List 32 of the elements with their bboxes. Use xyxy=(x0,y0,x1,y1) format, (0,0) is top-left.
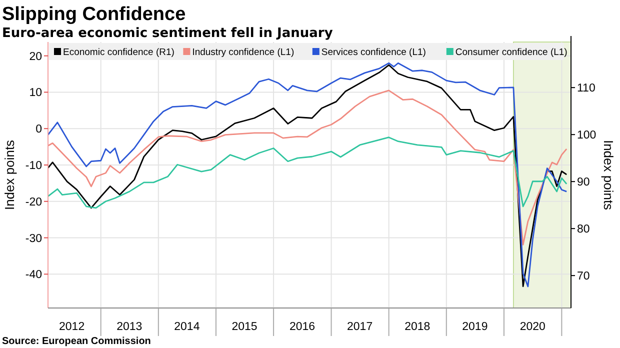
legend-label: Services confidence (L1) xyxy=(321,47,426,58)
y-tick-label: -10 xyxy=(25,160,42,172)
x-tick-label: 2020 xyxy=(520,321,546,333)
legend-label: Consumer confidence (L1) xyxy=(455,47,568,58)
chart-subtitle: Euro-area economic sentiment fell in January xyxy=(2,26,334,41)
y-tick-label: -40 xyxy=(25,269,42,282)
x-tick-label: 2014 xyxy=(174,321,200,333)
source-note: Source: European Commission xyxy=(2,336,151,347)
y2-tick-label: 110 xyxy=(577,82,596,95)
line-series xyxy=(47,90,568,246)
x-tick-label: 2016 xyxy=(289,321,316,333)
y2-tick-label: 100 xyxy=(577,130,596,142)
y-tick-label: -30 xyxy=(25,232,42,245)
x-tick-label: 2012 xyxy=(59,321,85,333)
y-tick-label: 20 xyxy=(29,50,42,63)
x-tick-label: 2018 xyxy=(404,321,430,333)
y2-tick-label: 80 xyxy=(577,224,590,236)
legend-label: Industry confidence (L1) xyxy=(192,47,294,58)
y-tick-label: 10 xyxy=(29,87,42,100)
y2-tick-label: 90 xyxy=(577,176,590,189)
chart-title: Slipping Confidence xyxy=(2,4,186,25)
legend-label: Economic confidence (R1) xyxy=(63,47,174,58)
y-tick-label: -20 xyxy=(25,196,42,208)
x-tick-label: 2017 xyxy=(347,321,373,333)
line-series xyxy=(47,136,568,209)
y2-tick-label: 70 xyxy=(577,270,590,283)
x-tick-label: 2013 xyxy=(116,321,142,333)
y-tick-label: 0 xyxy=(36,124,42,136)
x-tick-label: 2019 xyxy=(462,321,488,333)
y2-axis-title: Index points xyxy=(601,140,616,211)
y-axis-title: Index points xyxy=(2,139,17,210)
x-tick-label: 2015 xyxy=(232,321,258,333)
